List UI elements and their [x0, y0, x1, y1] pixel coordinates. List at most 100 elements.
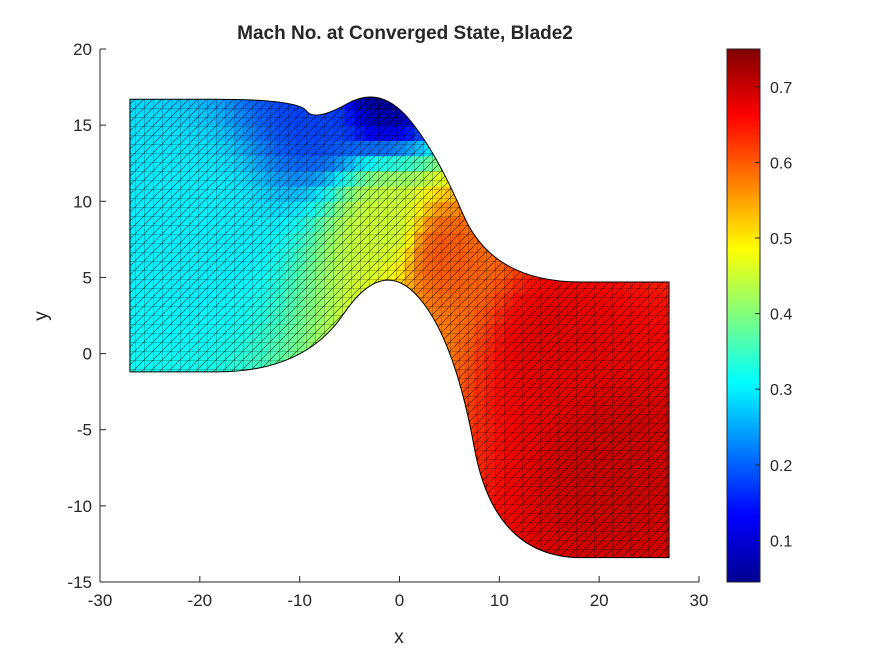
heat-cell [484, 521, 495, 537]
heat-cell [624, 231, 635, 248]
heat-cell [384, 323, 396, 339]
heat-cell [204, 399, 216, 416]
heat-cell [284, 551, 296, 558]
heat-cell [574, 201, 585, 218]
heat-cell [354, 429, 366, 446]
heat-cell [204, 384, 216, 400]
heat-cell [204, 521, 216, 537]
heat-cell [394, 323, 406, 339]
heat-cell [584, 79, 595, 95]
heat-cell [424, 338, 436, 355]
y-tick-label: 5 [83, 268, 92, 287]
heat-cell [474, 109, 485, 126]
heat-cell [664, 125, 670, 141]
heat-cell [544, 79, 555, 95]
heat-cell [444, 551, 456, 558]
heat-cell [154, 399, 166, 416]
heat-cell [604, 97, 615, 111]
heat-cell [614, 125, 625, 141]
heat-cell [174, 460, 186, 476]
heat-cell [304, 444, 316, 461]
heat-cell [434, 97, 446, 111]
y-tick-label: 15 [73, 116, 92, 135]
heat-cell [564, 140, 575, 157]
heat-cell [554, 231, 565, 248]
heat-cell [395, 64, 406, 80]
heat-cell [544, 97, 555, 111]
heat-cell [334, 429, 346, 446]
heat-cell [594, 64, 605, 80]
heat-cell [394, 429, 406, 446]
heat-cell [384, 536, 396, 553]
heat-cell [624, 155, 635, 172]
heat-cell [204, 429, 216, 446]
heat-cell [464, 490, 475, 507]
heat-cell [614, 155, 625, 172]
heat-cell [365, 64, 376, 80]
colorbar: 0.1 0.2 0.3 0.4 0.5 0.6 0.7 [726, 48, 792, 583]
heat-cell [624, 64, 635, 80]
heat-cell [574, 155, 585, 172]
heat-cell [664, 109, 670, 126]
heat-cell [194, 490, 206, 507]
heat-cell [224, 490, 236, 507]
heat-cell [344, 384, 356, 400]
heat-cell [664, 231, 670, 248]
heat-cell [294, 536, 306, 553]
heat-cell [544, 216, 555, 233]
heat-cell [234, 429, 246, 446]
heat-cell [364, 521, 376, 537]
heat-cell [514, 109, 525, 126]
heat-cell [424, 353, 436, 370]
heat-cell [334, 414, 346, 431]
heat-cell [454, 79, 465, 95]
heat-cell [564, 216, 575, 233]
heat-cell [244, 399, 256, 416]
heat-cell [564, 64, 575, 80]
heat-cell [129, 414, 136, 431]
heat-cell [244, 444, 256, 461]
heat-cell [544, 262, 555, 279]
heat-cell [155, 79, 166, 95]
heat-cell [274, 414, 286, 431]
heat-cell [125, 79, 136, 95]
heat-cell [285, 64, 296, 80]
heat-cell [395, 79, 406, 95]
y-tick-label: -5 [77, 421, 92, 440]
heat-cell [334, 536, 346, 553]
heat-cell [254, 521, 266, 537]
heat-cell [454, 97, 465, 111]
heat-cell [404, 307, 416, 324]
heat-cell [374, 505, 386, 522]
heat-cell [254, 368, 266, 385]
heat-cell [195, 64, 206, 80]
heat-cell [424, 79, 435, 95]
heat-cell [584, 262, 595, 279]
heat-cell [184, 399, 196, 416]
heat-cell [154, 505, 166, 522]
heat-cell [474, 186, 485, 202]
heat-cell [434, 551, 446, 558]
heat-cell [364, 292, 376, 309]
heat-cell [644, 140, 655, 157]
heat-cell [484, 201, 495, 218]
heat-cell [424, 490, 436, 507]
heat-cell [284, 399, 296, 416]
heat-cell [554, 216, 565, 233]
heat-cell [574, 140, 585, 157]
heat-cell [274, 475, 286, 492]
heat-cell [174, 475, 186, 492]
heat-cell [504, 155, 515, 172]
heat-cell [205, 64, 216, 80]
heat-cell [184, 490, 196, 507]
y-tick-label: 20 [73, 40, 92, 59]
heat-cell [454, 125, 465, 141]
heat-cell [344, 521, 356, 537]
heat-cell [145, 64, 156, 80]
heat-cell [144, 505, 156, 522]
heat-cell [174, 551, 186, 558]
heat-cell [354, 353, 366, 370]
heat-cell [394, 475, 406, 492]
heat-cell [404, 536, 416, 553]
heat-cell [634, 246, 645, 263]
